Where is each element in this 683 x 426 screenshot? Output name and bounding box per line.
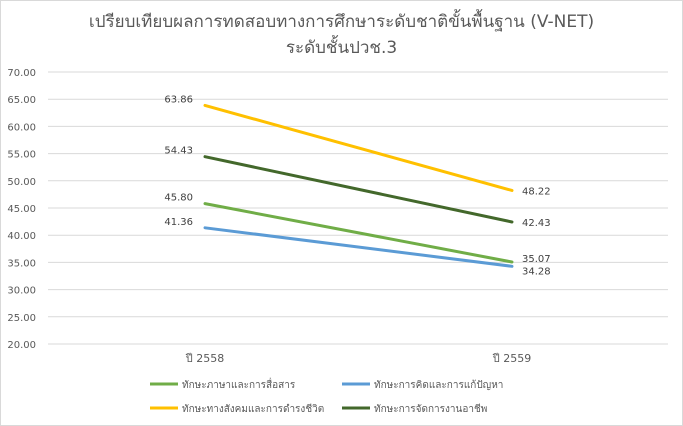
data-label: 35.07 [522, 254, 551, 265]
data-label: 34.28 [522, 266, 551, 277]
y-tick-label: 30.00 [7, 286, 36, 297]
y-tick-label: 35.00 [7, 258, 36, 269]
y-tick-label: 70.00 [7, 68, 36, 79]
legend-label: ทักษะภาษาและการสื่อสาร [182, 377, 296, 391]
data-label: 54.43 [164, 146, 193, 157]
series-line [203, 155, 514, 224]
data-label: 42.43 [522, 218, 551, 229]
x-tick-label: ปี 2559 [492, 352, 532, 365]
data-label: 63.86 [164, 94, 193, 105]
chart-subtitle: ระดับชั้นปวช.3 [285, 38, 398, 58]
y-tick-label: 40.00 [7, 231, 36, 242]
y-tick-label: 45.00 [7, 204, 36, 215]
y-tick-label: 65.00 [7, 95, 36, 106]
y-tick-label: 60.00 [7, 122, 36, 133]
series-line [203, 103, 514, 192]
data-label: 48.22 [522, 186, 551, 197]
data-label: 41.36 [164, 217, 193, 228]
legend-label: ทักษะการคิดและการแก้ปัญหา [374, 379, 503, 391]
y-tick-label: 55.00 [7, 150, 36, 161]
y-tick-label: 25.00 [7, 313, 36, 324]
x-tick-label: ปี 2558 [185, 352, 225, 365]
legend-label: ทักษะการจัดการงานอาชีพ [374, 403, 487, 415]
data-label: 45.80 [164, 193, 193, 204]
legend-label: ทักษะทางสังคมและการดำรงชีวิต [182, 403, 324, 415]
series-line [203, 202, 514, 264]
y-tick-label: 20.00 [7, 340, 36, 351]
y-tick-label: 50.00 [7, 177, 36, 188]
chart-title: เปรียบเทียบผลการทดสอบทางการศึกษาระดับชาต… [88, 12, 595, 32]
series-line [203, 226, 514, 268]
